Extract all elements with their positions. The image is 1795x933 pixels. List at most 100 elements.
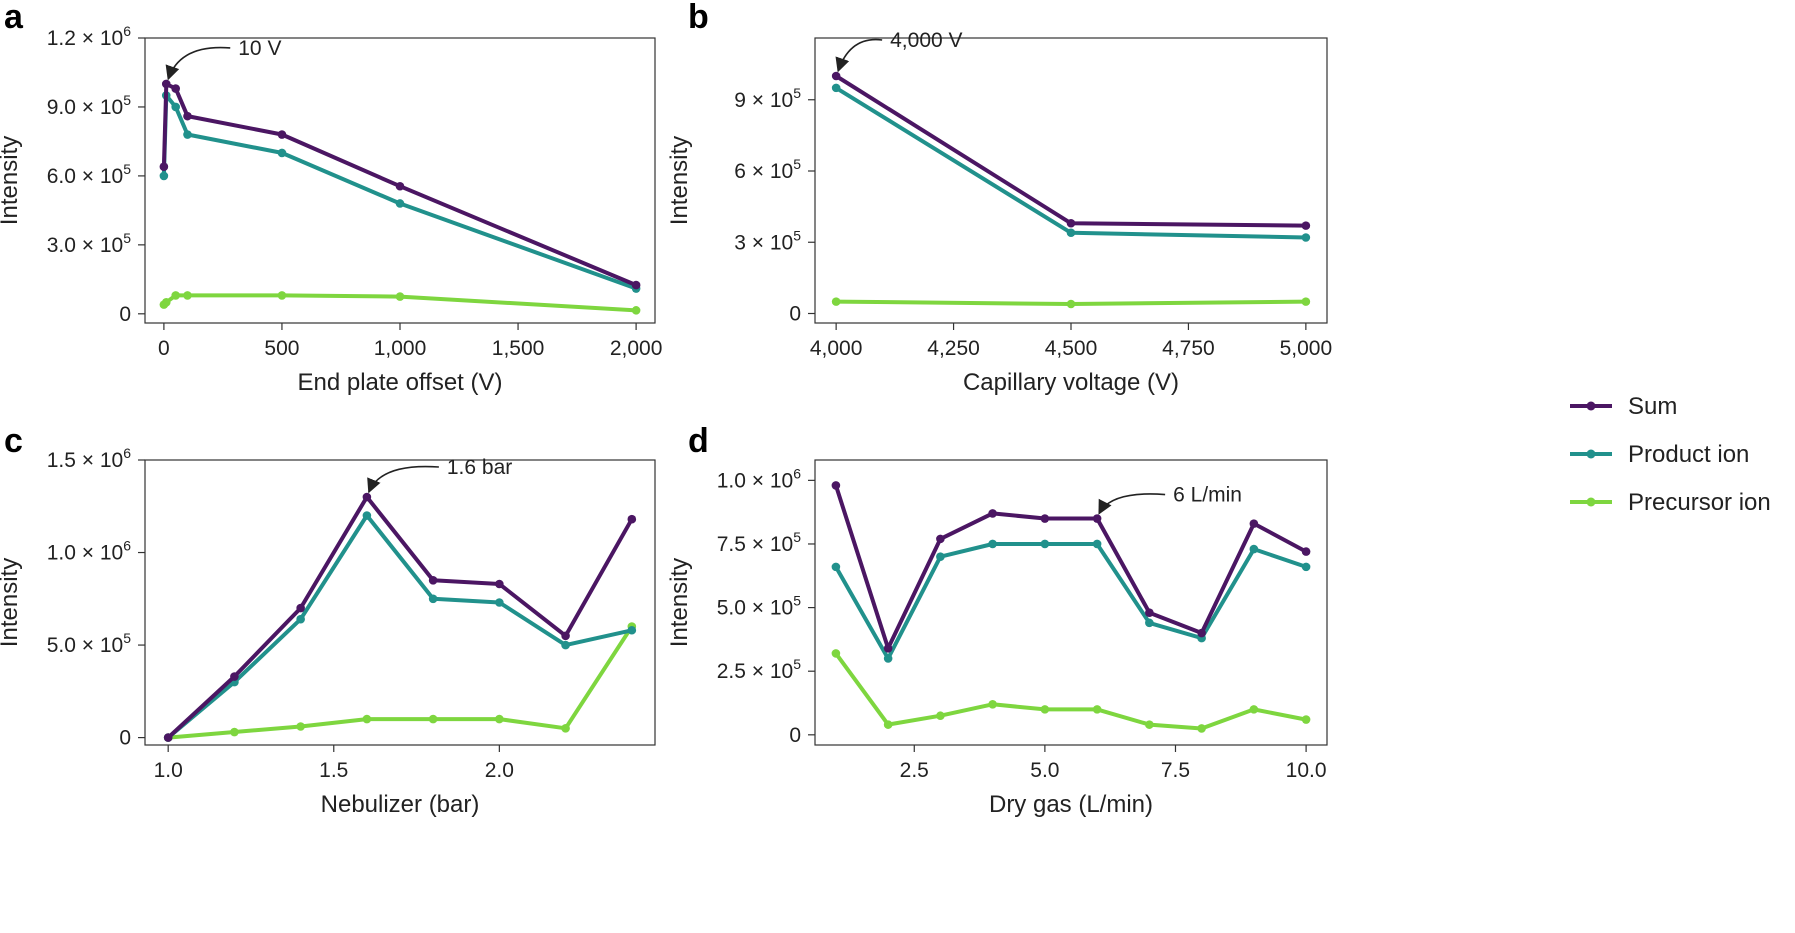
plot-frame [144,37,656,324]
x-tick-label: 1,500 [492,337,545,360]
data-point-precursor-ion [831,297,841,306]
annotation-label: 4,000 V [890,29,962,52]
data-point-sum [428,575,438,585]
x-tick-label: 0 [158,337,170,360]
y-tick-label: 7.5 × 105 [717,529,801,556]
data-point-product-ion [495,598,504,607]
data-point-sum [161,79,171,89]
series-line-sum [834,74,1308,228]
data-point-sum [1301,221,1311,230]
y-axis-label: Intensity [666,136,693,225]
data-point-sum [831,71,841,81]
x-axis-label: Capillary voltage (V) [963,369,1179,396]
data-point-precursor-ion [230,727,239,737]
data-point-product-ion [831,562,841,572]
series-line-sum [833,483,1309,651]
legend: Sum Product ion Precursor ion [1570,393,1771,516]
panel-letter: c [4,422,23,460]
x-tick-label: 2.5 [900,759,929,782]
data-point-product-ion [627,625,637,635]
data-point-precursor-ion [1301,715,1311,724]
x-tick-label: 2,000 [610,337,663,360]
y-tick-label: 0 [119,303,131,326]
x-tick-label: 5,000 [1280,337,1333,360]
data-point-precursor-ion [883,720,893,729]
data-point-sum [883,644,893,653]
panel-letter: a [4,0,24,36]
data-point-sum [296,603,305,613]
data-point-product-ion [1249,544,1259,554]
data-point-precursor-ion [988,699,997,709]
y-tick-label: 1.0 × 106 [47,538,131,565]
legend-label-precursor-ion: Precursor ion [1628,489,1771,516]
annotation-arrow [165,46,231,81]
data-point-sum [1301,547,1311,556]
plot-frame [144,459,656,746]
data-point-product-ion [428,594,438,604]
data-point-product-ion [1092,539,1102,549]
y-tick-label: 0 [789,724,801,747]
data-point-sum [230,672,239,681]
data-point-precursor-ion [183,291,192,300]
y-tick-label: 2.5 × 105 [717,656,801,683]
chart-panel-c: c 1.0 1.5 2.0 0 5.0 × 105 1.0 × 106 1.5 × 106 Ne… [0,422,656,818]
data-point-sum [362,492,372,502]
data-point-product-ion [1040,539,1050,549]
data-point-precursor-ion [277,291,287,300]
series-line-product-ion [166,513,634,740]
annotation-arrow [1098,493,1166,515]
y-tick-label: 1.0 × 106 [717,465,801,492]
data-point-sum [1197,628,1206,638]
y-axis-label: Intensity [666,558,693,647]
x-axis-label: End plate offset (V) [297,369,502,396]
data-point-precursor-ion [1066,299,1076,309]
data-point-precursor-ion [631,306,641,315]
x-axis-label: Dry gas (L/min) [989,791,1153,818]
data-point-precursor-ion [362,714,372,724]
data-point-precursor-ion [1092,705,1102,714]
data-point-product-ion [277,148,287,158]
y-tick-label: 5.0 × 105 [47,630,131,657]
data-point-product-ion [159,171,169,181]
data-point-product-ion [883,654,893,663]
x-tick-label: 10.0 [1286,759,1327,782]
x-axis-label: Nebulizer (bar) [321,791,480,818]
x-tick-label: 4,750 [1162,337,1215,360]
series-line-product-ion [833,542,1309,661]
annotation-arrow [367,465,439,494]
x-tick-label: 5.0 [1030,759,1059,782]
x-tick-label: 1.5 [319,759,348,782]
chart-panel-d: d 2.5 5.0 7.5 10.0 0 2.5 × 105 5.0 × 105 7.5 × 1… [666,422,1328,818]
plot-frame [814,459,1328,746]
x-tick-label: 1.0 [154,759,183,782]
data-point-sum [495,579,504,589]
data-point-sum [159,162,169,172]
data-point-product-ion [1301,562,1311,572]
data-point-product-ion [183,130,192,139]
plot-frame [814,37,1328,324]
chart-panel-a: a 0 500 1,000 1,500 2,000 0 3.0 × 105 6.0 × 105 9… [0,0,662,396]
data-point-precursor-ion [161,298,171,307]
data-point-sum [627,514,637,524]
data-point-sum [988,509,997,518]
x-tick-label: 500 [264,337,299,360]
x-tick-label: 7.5 [1161,759,1190,782]
data-point-sum [183,111,192,121]
panel-letter: d [688,422,709,460]
data-point-precursor-ion [428,714,438,724]
legend-label-sum: Sum [1628,393,1677,420]
legend-label-product-ion: Product ion [1628,441,1749,468]
y-tick-label: 3.0 × 105 [47,230,131,257]
legend-marker-product-ion [1586,449,1596,459]
data-point-precursor-ion [1040,705,1050,714]
series-line-precursor-ion [833,651,1309,731]
series-line-precursor-ion [166,624,634,740]
data-point-sum [1249,519,1259,528]
data-point-precursor-ion [1301,297,1311,306]
data-point-product-ion [561,640,570,650]
data-point-precursor-ion [395,292,405,301]
y-tick-label: 0 [119,727,131,750]
legend-marker-sum [1586,401,1596,411]
annotation-label: 10 V [238,37,281,60]
